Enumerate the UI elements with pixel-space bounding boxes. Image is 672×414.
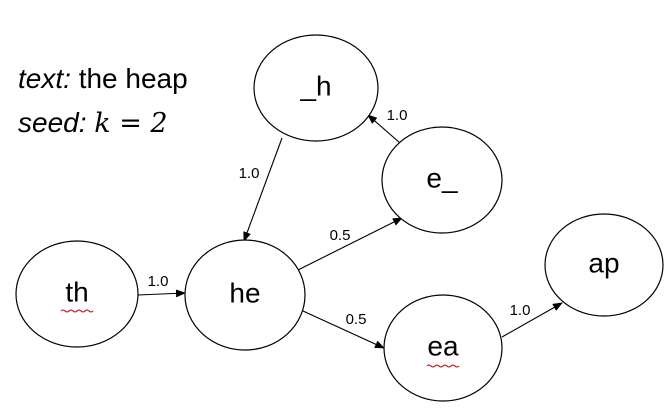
node-ea-label: ea [427,330,459,361]
node-ap: ap [544,213,664,317]
node-th-label: th [65,276,88,307]
node-ap-label: ap [588,247,619,278]
node-he-label: he [229,277,260,308]
edges [137,114,563,349]
node-h_: _h [253,34,379,142]
node-h_-ellipse [253,34,379,142]
spellcheck-underline-ea [426,364,460,368]
edge-ea-ap [501,302,563,338]
edge-he-e_ [297,217,403,271]
text-value: the heap [78,63,188,94]
edge-th-he [137,289,186,298]
edge-label-e_-h_: 1.0 [387,107,408,124]
edge-h_-he [243,137,283,242]
node-ea-ellipse [383,294,503,402]
node-ap-ellipse [544,213,664,317]
text-label: text: [18,63,71,94]
spellcheck-underline-th [60,309,94,313]
seed-value: k = 2 [94,108,168,139]
edge-label-he-ea: 0.5 [346,311,367,328]
node-th: th [15,240,139,348]
edge-label-ea-ap: 1.0 [510,302,531,319]
node-e_-label: e_ [426,162,458,193]
edge-labels: 1.0 1.0 0.5 1.0 0.5 1.0 [148,107,531,328]
edge-e_-h_ [367,114,401,144]
caption-seed-line: seed: k = 2 [18,106,168,141]
node-e_: e_ [381,126,503,234]
node-he-ellipse [184,239,306,351]
edge-label-he-e_: 0.5 [330,227,351,244]
caption-text-line: text: the heap [18,62,188,96]
node-e_-ellipse [381,126,503,234]
seed-label: seed: [18,107,87,138]
edge-label-th-he: 1.0 [148,273,169,290]
node-th-ellipse [15,240,139,348]
node-h_-label: _h [299,70,331,101]
edge-he-ea [302,310,385,349]
node-ea: ea [383,294,503,402]
node-he: he [184,239,306,351]
edge-label-h_-he: 1.0 [239,165,260,182]
